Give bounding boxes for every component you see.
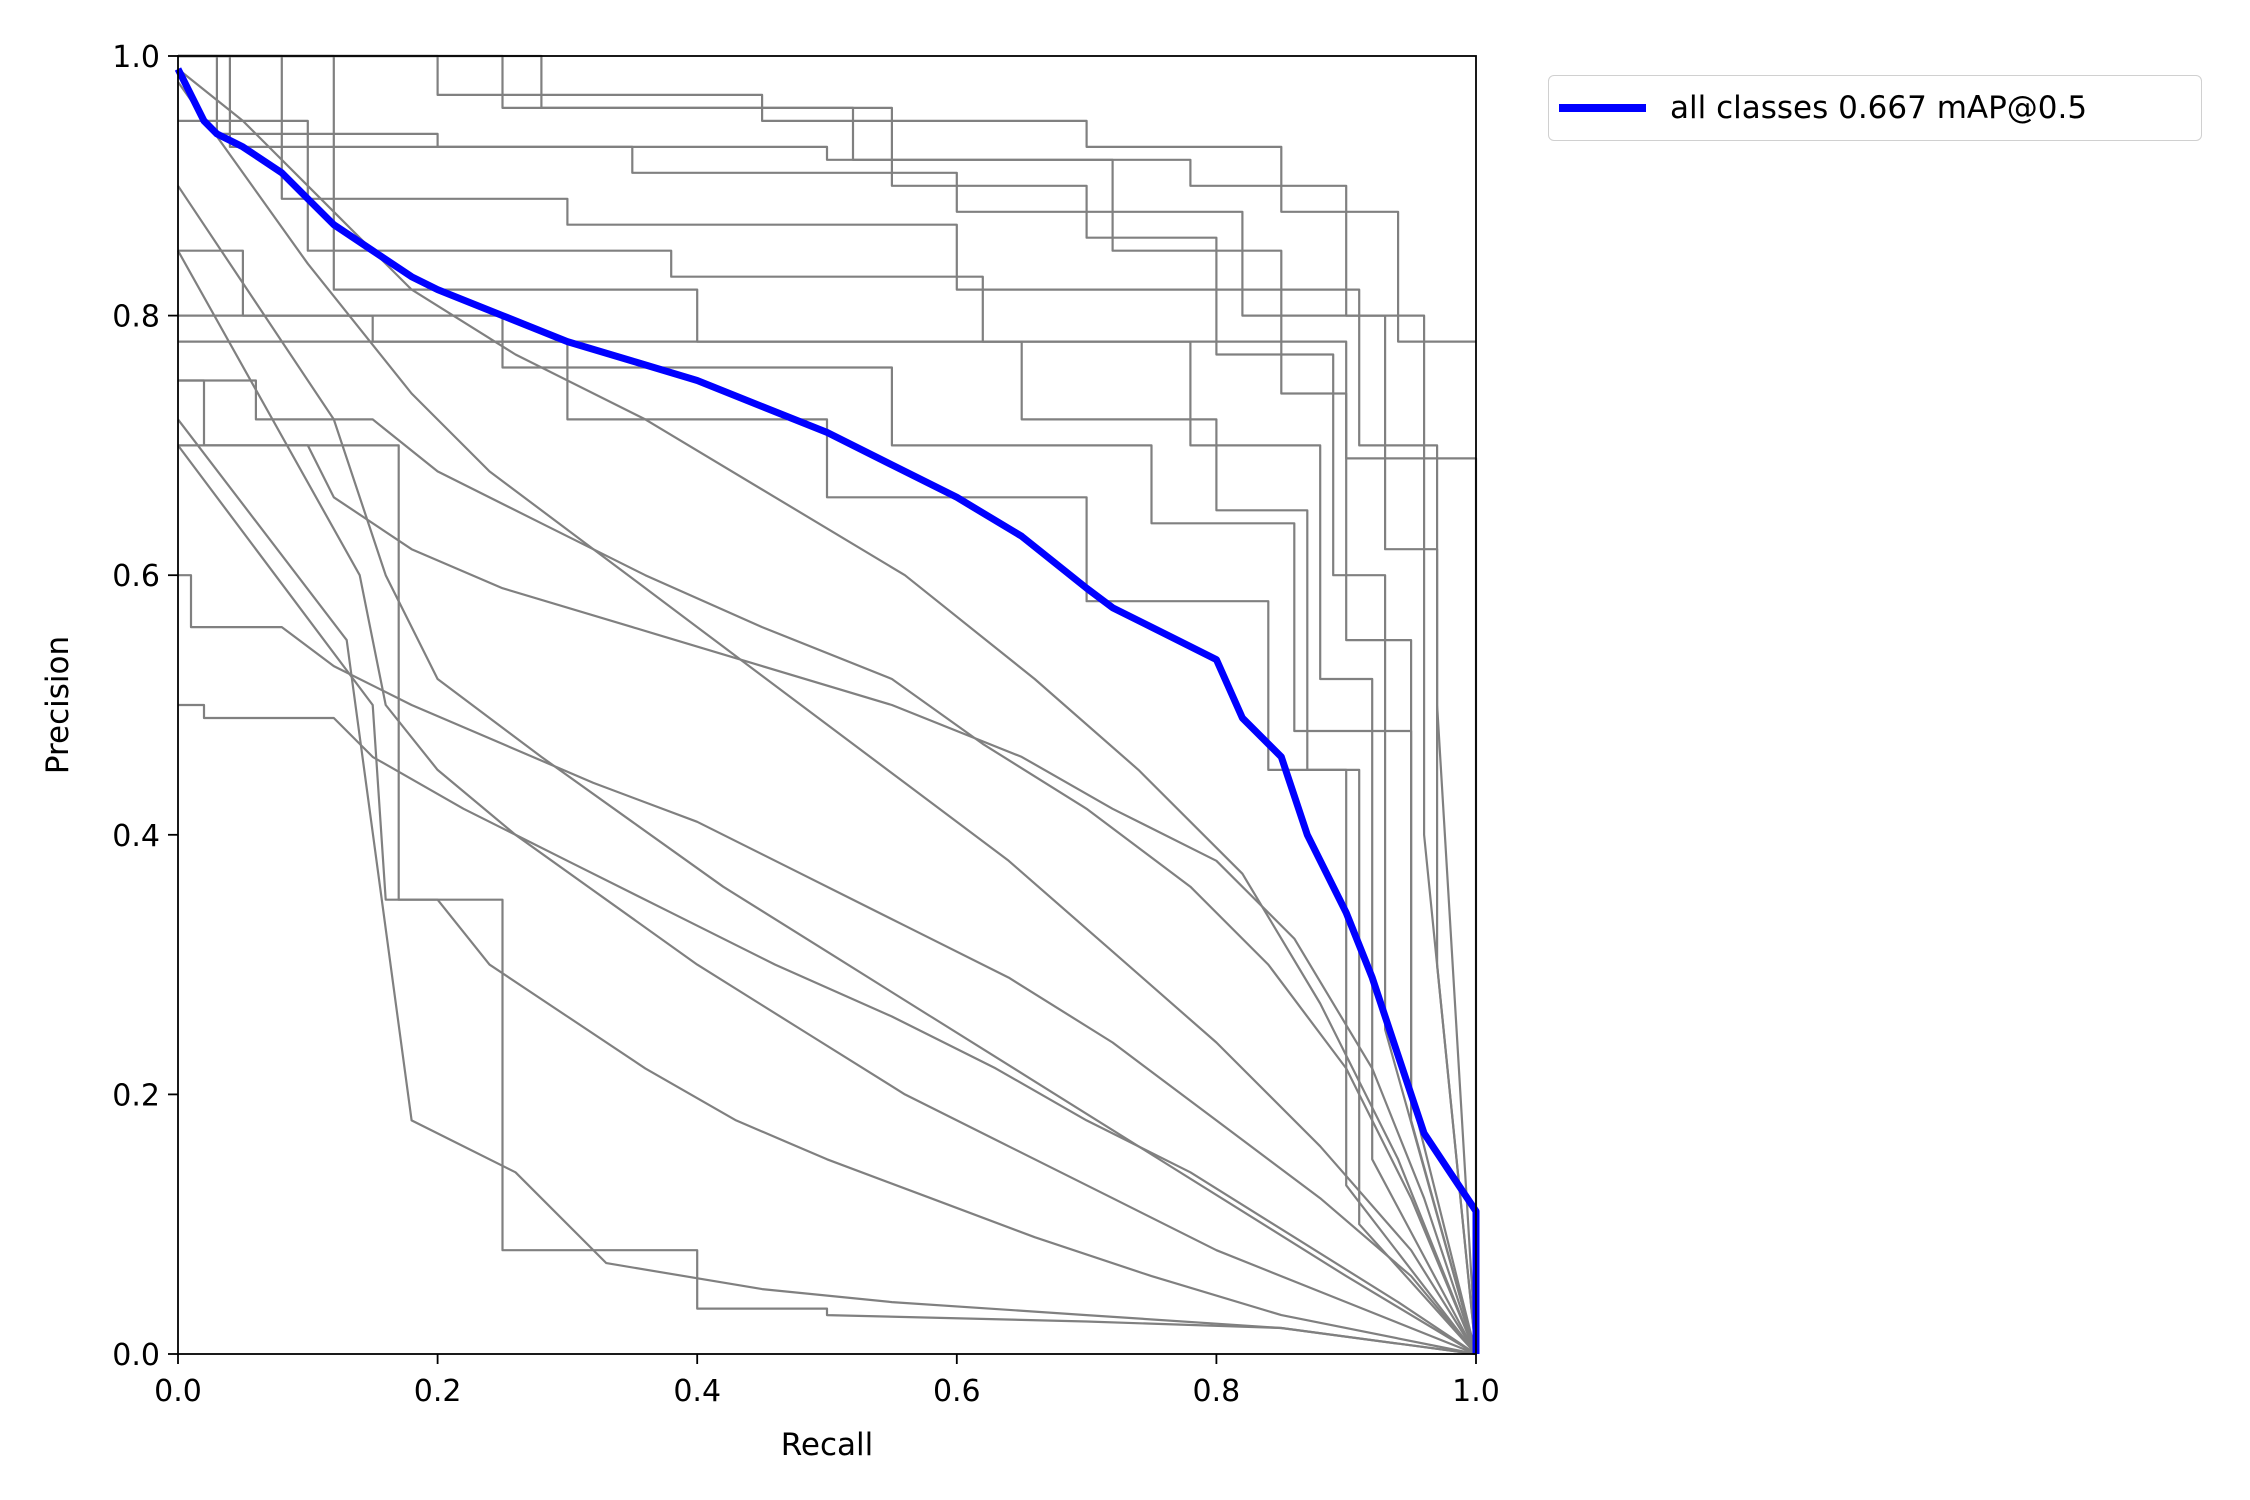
series-line-class-11	[178, 379, 1478, 1355]
y-tick-label: 0.4	[112, 819, 160, 854]
y-tick-label: 1.0	[112, 40, 160, 75]
series-line-class-12	[178, 574, 1477, 1355]
x-tick-label: 0.6	[933, 1374, 981, 1409]
series-line-class-22	[177, 68, 1478, 1355]
x-tick-label: 0.4	[673, 1374, 721, 1409]
series-line-class-20	[178, 54, 1478, 1355]
x-axis-title: Recall	[781, 1427, 874, 1463]
series-line-class-18	[178, 444, 1477, 1356]
series-line-class-14	[177, 185, 1477, 1355]
x-tick-label: 0.2	[414, 1374, 462, 1409]
y-tick-label: 0.0	[112, 1338, 160, 1373]
x-tick-label: 0.0	[154, 1374, 202, 1409]
series-layer	[174, 54, 1480, 1356]
series-line-class-16	[177, 444, 1477, 1356]
series-line-class-8	[178, 249, 1478, 1355]
series-line-all-classes	[174, 67, 1480, 1354]
legend-label-all-classes: all classes 0.667 mAP@0.5	[1670, 90, 2088, 126]
series-line-class-7	[178, 54, 1477, 1355]
y-tick-label: 0.8	[112, 300, 160, 335]
series-line-class-5	[178, 54, 1478, 1355]
series-line-class-3	[178, 54, 1478, 1355]
y-tick-label: 0.2	[112, 1078, 160, 1113]
series-line-class-17	[177, 418, 1477, 1356]
tick-layer: 0.0 0.2 0.4 0.6 0.8 1.0 0.0 0.2 0.4 0.6 0.8 1.0	[112, 40, 1500, 1409]
series-line-class-19	[177, 81, 1477, 1355]
series-line-class-13	[178, 703, 1477, 1355]
y-axis-title: Precision	[40, 636, 76, 774]
series-line-class-15	[177, 250, 1477, 1356]
series-line-class-10	[178, 379, 1478, 1355]
x-tick-label: 0.8	[1193, 1374, 1241, 1409]
series-line-class-2	[178, 54, 1476, 343]
legend: all classes 0.667 mAP@0.5	[1548, 75, 2202, 141]
y-tick-label: 0.6	[112, 559, 160, 594]
x-tick-label: 1.0	[1452, 1374, 1500, 1409]
axes-frame	[177, 55, 1477, 1355]
legend-swatch-all-classes	[1559, 104, 1646, 112]
